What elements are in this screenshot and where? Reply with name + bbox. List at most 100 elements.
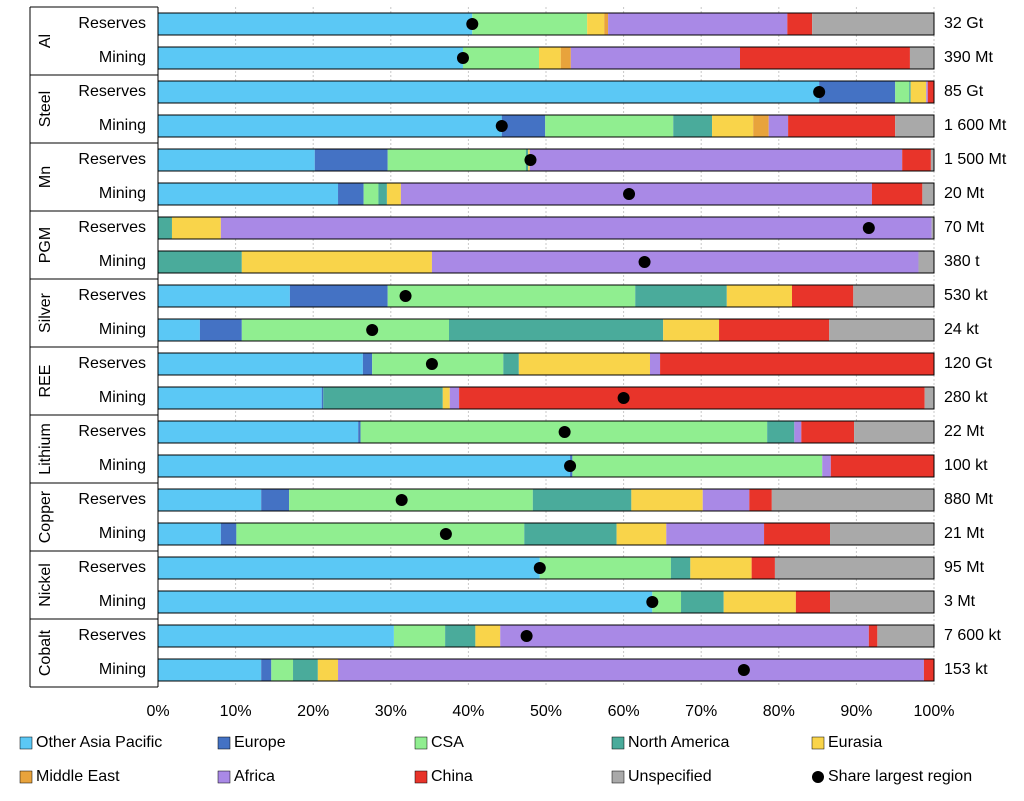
marker bbox=[395, 494, 408, 506]
bar-segment bbox=[321, 387, 324, 409]
bar-segment bbox=[631, 489, 703, 511]
legend-symbol bbox=[19, 736, 33, 750]
row-label: Reserves bbox=[78, 15, 146, 32]
bar-segment bbox=[587, 13, 605, 35]
bar-segment bbox=[719, 319, 830, 341]
bar-segment bbox=[819, 81, 896, 103]
legend-label: Eurasia bbox=[828, 734, 882, 751]
bar-segment bbox=[902, 149, 931, 171]
bar-segment bbox=[918, 251, 934, 273]
bar-segment bbox=[449, 387, 460, 409]
bar-segment bbox=[764, 523, 831, 545]
bar-segment bbox=[812, 13, 934, 35]
bar-segment bbox=[158, 489, 262, 511]
bar-segment bbox=[660, 353, 934, 375]
bar-segment bbox=[532, 489, 632, 511]
bar-segment bbox=[830, 523, 934, 545]
row-total: 880 Mt bbox=[944, 491, 993, 508]
marker bbox=[399, 290, 412, 302]
bar-segment bbox=[923, 659, 934, 681]
row-total: 390 Mt bbox=[944, 49, 993, 66]
x-tick-label: 70% bbox=[685, 703, 717, 720]
bar-segment bbox=[158, 149, 315, 171]
group-label: REE bbox=[37, 365, 54, 398]
bar-outline bbox=[157, 182, 935, 206]
bar-segment bbox=[261, 489, 290, 511]
group-label: Cobalt bbox=[37, 629, 54, 676]
row-total: 120 Gt bbox=[944, 355, 993, 372]
row-total: 153 kt bbox=[944, 661, 988, 678]
bar-segment bbox=[922, 183, 934, 205]
bar-segment bbox=[158, 387, 322, 409]
row-total: 280 kt bbox=[944, 389, 988, 406]
row-label: Mining bbox=[99, 593, 146, 610]
bar-segment bbox=[666, 523, 765, 545]
row-total: 70 Mt bbox=[944, 219, 985, 236]
bar-segment bbox=[358, 421, 361, 443]
bar-outline bbox=[157, 12, 935, 36]
bar-segment bbox=[442, 387, 450, 409]
group-label: Mn bbox=[37, 166, 54, 188]
row-total: 32 Gt bbox=[944, 15, 984, 32]
marker bbox=[564, 460, 577, 472]
row-total: 20 Mt bbox=[944, 185, 985, 202]
legend-label: Other Asia Pacific bbox=[36, 734, 162, 751]
bar-outline bbox=[157, 114, 935, 138]
x-tick-label: 30% bbox=[375, 703, 407, 720]
bar-segment bbox=[158, 285, 290, 307]
bar-segment bbox=[753, 115, 769, 137]
bar-segment bbox=[158, 319, 200, 341]
bar-segment bbox=[788, 115, 896, 137]
legend-label: Middle East bbox=[36, 768, 120, 785]
bar-segment bbox=[910, 81, 927, 103]
bar-segment bbox=[652, 591, 682, 613]
bar-segment bbox=[771, 489, 934, 511]
bar-segment bbox=[317, 659, 339, 681]
marker bbox=[466, 18, 479, 30]
bar-segment bbox=[289, 285, 388, 307]
legend-symbol bbox=[217, 770, 231, 784]
bar-segment bbox=[462, 47, 540, 69]
bar-segment bbox=[871, 183, 923, 205]
bar-segment bbox=[702, 489, 750, 511]
bar-segment bbox=[158, 81, 820, 103]
bar-segment bbox=[393, 625, 446, 647]
legend-symbol bbox=[611, 770, 625, 784]
group-label: Lithium bbox=[37, 423, 54, 475]
legend-symbol bbox=[414, 736, 428, 750]
group-label: Nickel bbox=[37, 563, 54, 607]
row-total: 3 Mt bbox=[944, 593, 976, 610]
legend-label: North America bbox=[628, 734, 729, 751]
bar-segment bbox=[649, 353, 661, 375]
bar-segment bbox=[387, 285, 636, 307]
bar-segment bbox=[362, 353, 373, 375]
bar-segment bbox=[220, 523, 237, 545]
bar-segment bbox=[459, 387, 925, 409]
bar-segment bbox=[241, 319, 449, 341]
row-label: Reserves bbox=[78, 559, 146, 576]
group-label: Silver bbox=[37, 292, 54, 333]
bar-segment bbox=[670, 557, 691, 579]
marker bbox=[520, 630, 533, 642]
bar-segment bbox=[801, 421, 855, 443]
bar-segment bbox=[767, 421, 795, 443]
bar-segment bbox=[158, 115, 502, 137]
bar-outline bbox=[157, 658, 935, 682]
bar-segment bbox=[895, 115, 934, 137]
bar-segment bbox=[673, 115, 713, 137]
bar-segment bbox=[529, 149, 903, 171]
bar-segment bbox=[158, 591, 653, 613]
bar-segment bbox=[829, 319, 934, 341]
bar-segment bbox=[338, 183, 364, 205]
row-label: Reserves bbox=[78, 219, 146, 236]
marker bbox=[737, 664, 750, 676]
bar-segment bbox=[378, 183, 387, 205]
x-tick-label: 60% bbox=[608, 703, 640, 720]
bar-segment bbox=[926, 81, 928, 103]
bar-outline bbox=[157, 454, 935, 478]
bar-segment bbox=[909, 47, 934, 69]
bar-segment bbox=[787, 13, 813, 35]
bar-segment bbox=[751, 557, 775, 579]
bar-outline bbox=[157, 386, 935, 410]
bar-outline bbox=[157, 522, 935, 546]
